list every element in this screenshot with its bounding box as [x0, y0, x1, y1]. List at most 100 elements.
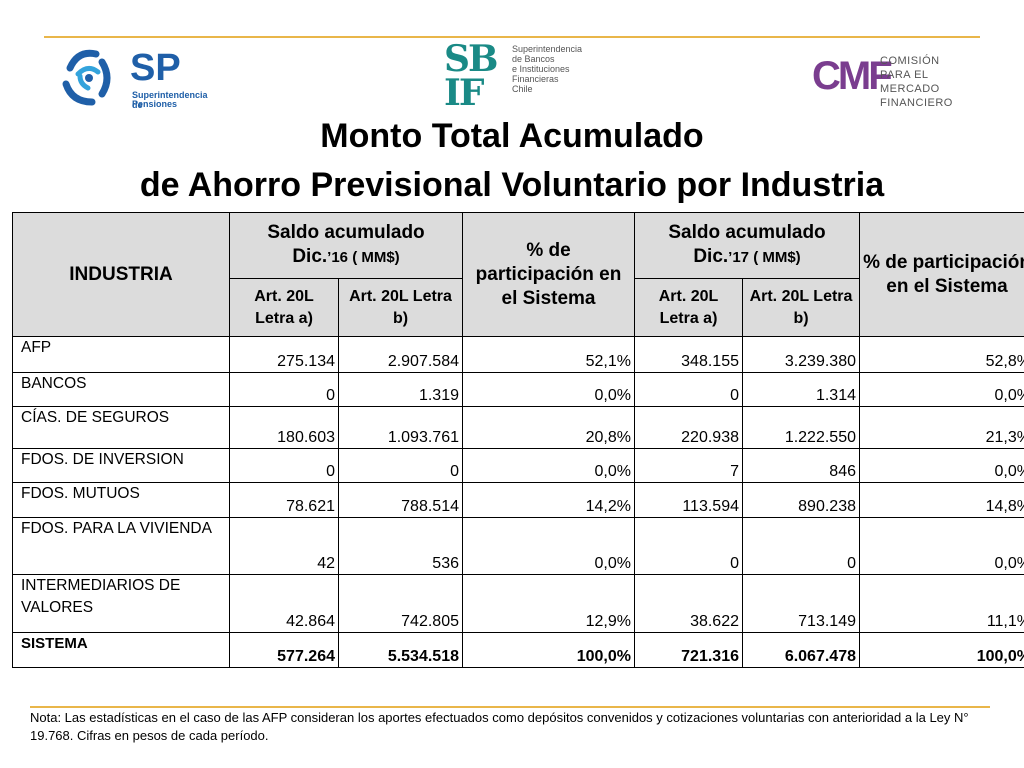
table-subheader-row: Art. 20L Letra a) Art. 20L Letra b) Art.…	[13, 278, 1024, 337]
cell-a16: 42	[229, 517, 339, 575]
cell-b17: 713.149	[742, 574, 860, 633]
sbif-text-line: e Instituciones	[512, 64, 570, 74]
cell-p17: 21,3%	[859, 406, 1024, 449]
cell-a16: 275.134	[229, 336, 339, 373]
saldo-16-label: Saldo acumulado	[267, 222, 425, 243]
row-name: BANCOS	[12, 372, 230, 407]
cell-b16: 742.805	[338, 574, 463, 633]
cell-p17: 0,0%	[859, 372, 1024, 407]
cell-p16: 0,0%	[462, 448, 635, 483]
cell-p17: 0,0%	[859, 517, 1024, 575]
cell-a16: 0	[229, 448, 339, 483]
sp-logo: SP Superintendencia de Pensiones	[58, 44, 218, 110]
cell-b16: 1.319	[338, 372, 463, 407]
total-p17: 100,0%	[859, 632, 1024, 668]
cell-a16: 180.603	[229, 406, 339, 449]
row-name: FDOS. DE INVERSION	[12, 448, 230, 483]
table-row: INTERMEDIARIOS DE VALORES 42.864 742.805…	[12, 574, 1024, 633]
cell-p16: 0,0%	[462, 517, 635, 575]
cell-a17: 113.594	[634, 482, 743, 518]
col-header-art-a-16: Art. 20L Letra a)	[229, 278, 339, 337]
col-header-pct-17: % de participación en el Sistema	[859, 212, 1024, 337]
cell-p17: 11,1%	[859, 574, 1024, 633]
industry-table: INDUSTRIA Saldo acumulado Dic.’16 ( MM$)…	[12, 212, 1024, 668]
cell-a16: 42.864	[229, 574, 339, 633]
bottom-divider	[30, 706, 990, 708]
col-header-pct-16: % de participación en el Sistema	[462, 212, 635, 337]
row-name: CÍAS. DE SEGUROS	[12, 406, 230, 449]
sp-emblem-icon	[62, 49, 111, 106]
sp-mark: SP	[130, 47, 181, 89]
row-name: FDOS. MUTUOS	[12, 482, 230, 518]
saldo-17-label: Saldo acumulado	[668, 222, 826, 243]
cell-b17: 0	[742, 517, 860, 575]
total-p16: 100,0%	[462, 632, 635, 668]
sp-name-line2: Pensiones	[132, 99, 178, 109]
sbif-text-line: Chile	[512, 84, 533, 94]
cell-b16: 788.514	[338, 482, 463, 518]
top-divider	[44, 36, 980, 38]
cell-p17: 0,0%	[859, 448, 1024, 483]
total-b16: 5.534.518	[338, 632, 463, 668]
saldo-16-unit: ’16 ( MM$)	[327, 249, 400, 266]
cell-b16: 536	[338, 517, 463, 575]
table-row: BANCOS 0 1.319 0,0% 0 1.314 0,0%	[12, 372, 1024, 407]
col-header-art-b-16: Art. 20L Letra b)	[338, 278, 463, 337]
row-name: FDOS. PARA LA VIVIENDA	[12, 517, 230, 575]
cell-p16: 52,1%	[462, 336, 635, 373]
table-row: FDOS. DE INVERSION 0 0 0,0% 7 846 0,0%	[12, 448, 1024, 483]
cell-b17: 890.238	[742, 482, 860, 518]
sbif-mark: SB IF	[444, 38, 498, 114]
cell-p16: 0,0%	[462, 372, 635, 407]
page-title-line2: de Ahorro Previsional Voluntario por Ind…	[139, 166, 885, 204]
cell-a17: 0	[634, 372, 743, 407]
cell-p17: 52,8%	[859, 336, 1024, 373]
cell-p16: 12,9%	[462, 574, 635, 633]
table-row: CÍAS. DE SEGUROS 180.603 1.093.761 20,8%…	[12, 406, 1024, 449]
table-total-row: SISTEMA 577.264 5.534.518 100,0% 721.316…	[12, 632, 1024, 668]
cell-p17: 14,8%	[859, 482, 1024, 518]
table-row: FDOS. PARA LA VIVIENDA 42 536 0,0% 0 0 0…	[12, 517, 1024, 575]
page-title-line1: Monto Total Acumulado	[320, 117, 704, 155]
cell-b17: 3.239.380	[742, 336, 860, 373]
col-header-saldo-16: Saldo acumulado Dic.’16 ( MM$)	[229, 212, 463, 279]
cell-b17: 1.222.550	[742, 406, 860, 449]
cell-b16: 1.093.761	[338, 406, 463, 449]
row-name: AFP	[12, 336, 230, 373]
col-header-art-a-17: Art. 20L Letra a)	[634, 278, 743, 337]
row-name: INTERMEDIARIOS DE VALORES	[12, 574, 230, 633]
total-a17: 721.316	[634, 632, 743, 668]
cmf-logo: CMF COMISIÓN PARA EL MERCADO FINANCIERO	[808, 48, 978, 109]
footnote: Nota: Las estadísticas en el caso de las…	[30, 710, 969, 743]
cmf-text-line: PARA EL MERCADO	[880, 69, 940, 95]
cmf-text-line: COMISIÓN	[880, 55, 940, 67]
col-header-saldo-17: Saldo acumulado Dic.’17 ( MM$)	[634, 212, 860, 279]
total-b17: 6.067.478	[742, 632, 860, 668]
table-row: FDOS. MUTUOS 78.621 788.514 14,2% 113.59…	[12, 482, 1024, 518]
sbif-text-line: Superintendencia	[512, 44, 583, 54]
cmf-text-line: FINANCIERO	[880, 97, 953, 109]
sbif-logo: SB IF Superintendencia de Bancos e Insti…	[444, 38, 594, 116]
saldo-16-dic: Dic.	[292, 246, 328, 267]
cell-a17: 38.622	[634, 574, 743, 633]
total-name: SISTEMA	[12, 632, 230, 668]
cell-a17: 348.155	[634, 336, 743, 373]
table-header-row: INDUSTRIA Saldo acumulado Dic.’16 ( MM$)…	[12, 212, 1024, 337]
cell-b16: 0	[338, 448, 463, 483]
cell-a17: 7	[634, 448, 743, 483]
sbif-text-line: Financieras	[512, 74, 559, 84]
cell-p16: 20,8%	[462, 406, 635, 449]
cell-b17: 1.314	[742, 372, 860, 407]
cell-b17: 846	[742, 448, 860, 483]
col-header-art-b-17: Art. 20L Letra b)	[742, 278, 860, 337]
cell-a16: 78.621	[229, 482, 339, 518]
sbif-text-line: de Bancos	[512, 54, 555, 64]
cell-b16: 2.907.584	[338, 336, 463, 373]
cell-a17: 220.938	[634, 406, 743, 449]
cmf-mark: CMF	[812, 54, 893, 98]
cell-a17: 0	[634, 517, 743, 575]
saldo-17-dic: Dic.	[693, 246, 729, 267]
table-row: AFP 275.134 2.907.584 52,1% 348.155 3.23…	[12, 336, 1024, 373]
sp-name-line1: Superintendencia de	[132, 90, 208, 110]
cell-p16: 14,2%	[462, 482, 635, 518]
